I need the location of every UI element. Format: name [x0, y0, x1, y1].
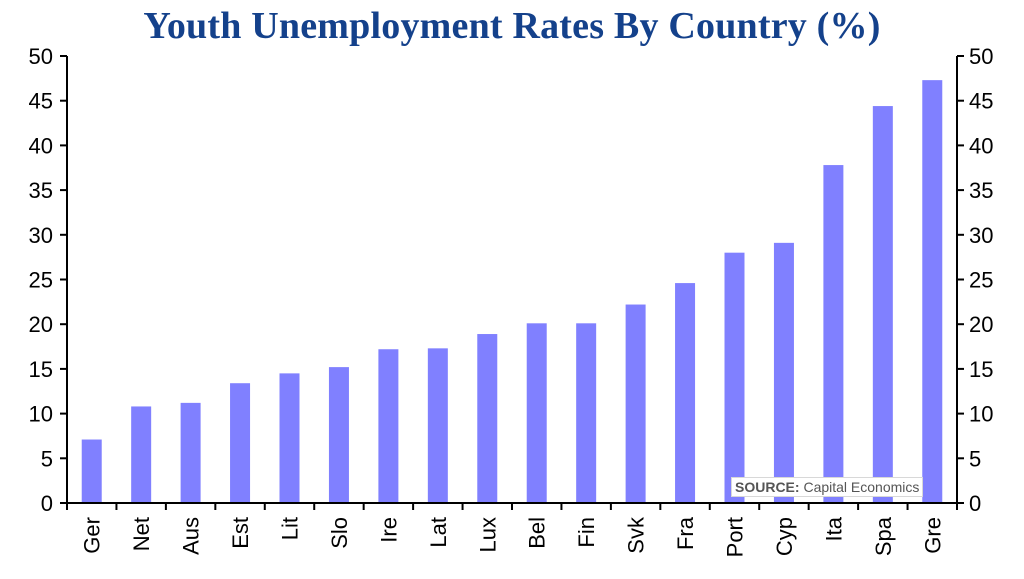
- right-y-tick-label: 45: [969, 89, 993, 114]
- bar-fra: [675, 283, 696, 503]
- right-y-tick-label: 10: [969, 402, 993, 427]
- x-tick-label-lat: Lat: [426, 517, 451, 548]
- x-tick-label-est: Est: [228, 517, 253, 549]
- x-tick-label-ire: Ire: [376, 517, 401, 543]
- right-y-tick-label: 5: [969, 446, 981, 471]
- bar-lux: [477, 334, 498, 503]
- right-y-tick-label: 30: [969, 223, 993, 248]
- left-y-tick-label: 40: [29, 133, 53, 158]
- left-y-tick-label: 0: [41, 491, 53, 516]
- x-tick-label-fin: Fin: [574, 517, 599, 548]
- left-y-tick-label: 5: [41, 446, 53, 471]
- right-y-tick-label: 25: [969, 268, 993, 293]
- right-y-tick-label: 35: [969, 178, 993, 203]
- bar-gre: [922, 80, 943, 503]
- x-tick-label-aus: Aus: [179, 517, 204, 555]
- bar-aus: [180, 402, 201, 503]
- left-y-tick-label: 45: [29, 89, 53, 114]
- bar-net: [131, 406, 152, 503]
- x-tick-label-slo: Slo: [327, 517, 352, 549]
- x-tick-label-cyp: Cyp: [772, 517, 797, 556]
- bar-slo: [328, 367, 349, 503]
- left-y-tick-label: 10: [29, 402, 53, 427]
- bar-fin: [576, 323, 597, 503]
- bar-est: [230, 383, 251, 503]
- x-tick-label-net: Net: [129, 517, 154, 551]
- chart-title: Youth Unemployment Rates By Country (%): [143, 5, 881, 47]
- source-label: SOURCE:: [735, 479, 800, 495]
- bar-lat: [427, 348, 448, 503]
- x-tick-label-lux: Lux: [475, 517, 500, 552]
- x-tick-label-ger: Ger: [80, 517, 105, 554]
- bar-ita: [823, 165, 844, 503]
- right-y-tick-label: 20: [969, 312, 993, 337]
- left-y-tick-label: 25: [29, 268, 53, 293]
- x-tick-label-svk: Svk: [624, 516, 649, 554]
- x-tick-label-ita: Ita: [821, 516, 846, 541]
- bar-port: [724, 252, 745, 503]
- bar-spa: [872, 106, 893, 504]
- x-tick-label-fra: Fra: [673, 516, 698, 550]
- left-y-tick-label: 20: [29, 312, 53, 337]
- bar-ire: [378, 349, 399, 503]
- left-y-tick-label: 35: [29, 178, 53, 203]
- left-y-tick-label: 50: [29, 44, 53, 69]
- right-y-tick-label: 0: [969, 491, 981, 516]
- x-tick-label-port: Port: [723, 517, 748, 557]
- x-tick-label-bel: Bel: [525, 517, 550, 549]
- bar-lit: [279, 373, 300, 503]
- right-y-tick-label: 15: [969, 357, 993, 382]
- x-tick-label-gre: Gre: [920, 517, 945, 554]
- x-tick-label-lit: Lit: [278, 517, 303, 540]
- bar-svk: [625, 304, 646, 503]
- left-y-tick-label: 30: [29, 223, 53, 248]
- right-y-tick-label: 50: [969, 44, 993, 69]
- right-y-tick-label: 40: [969, 133, 993, 158]
- left-y-tick-label: 15: [29, 357, 53, 382]
- source-text: Capital Economics: [803, 479, 920, 495]
- bar-ger: [81, 439, 102, 503]
- bar-bel: [526, 323, 547, 503]
- source-note: SOURCE: Capital Economics: [731, 477, 924, 497]
- x-tick-label-spa: Spa: [871, 516, 896, 556]
- bar-cyp: [773, 242, 794, 503]
